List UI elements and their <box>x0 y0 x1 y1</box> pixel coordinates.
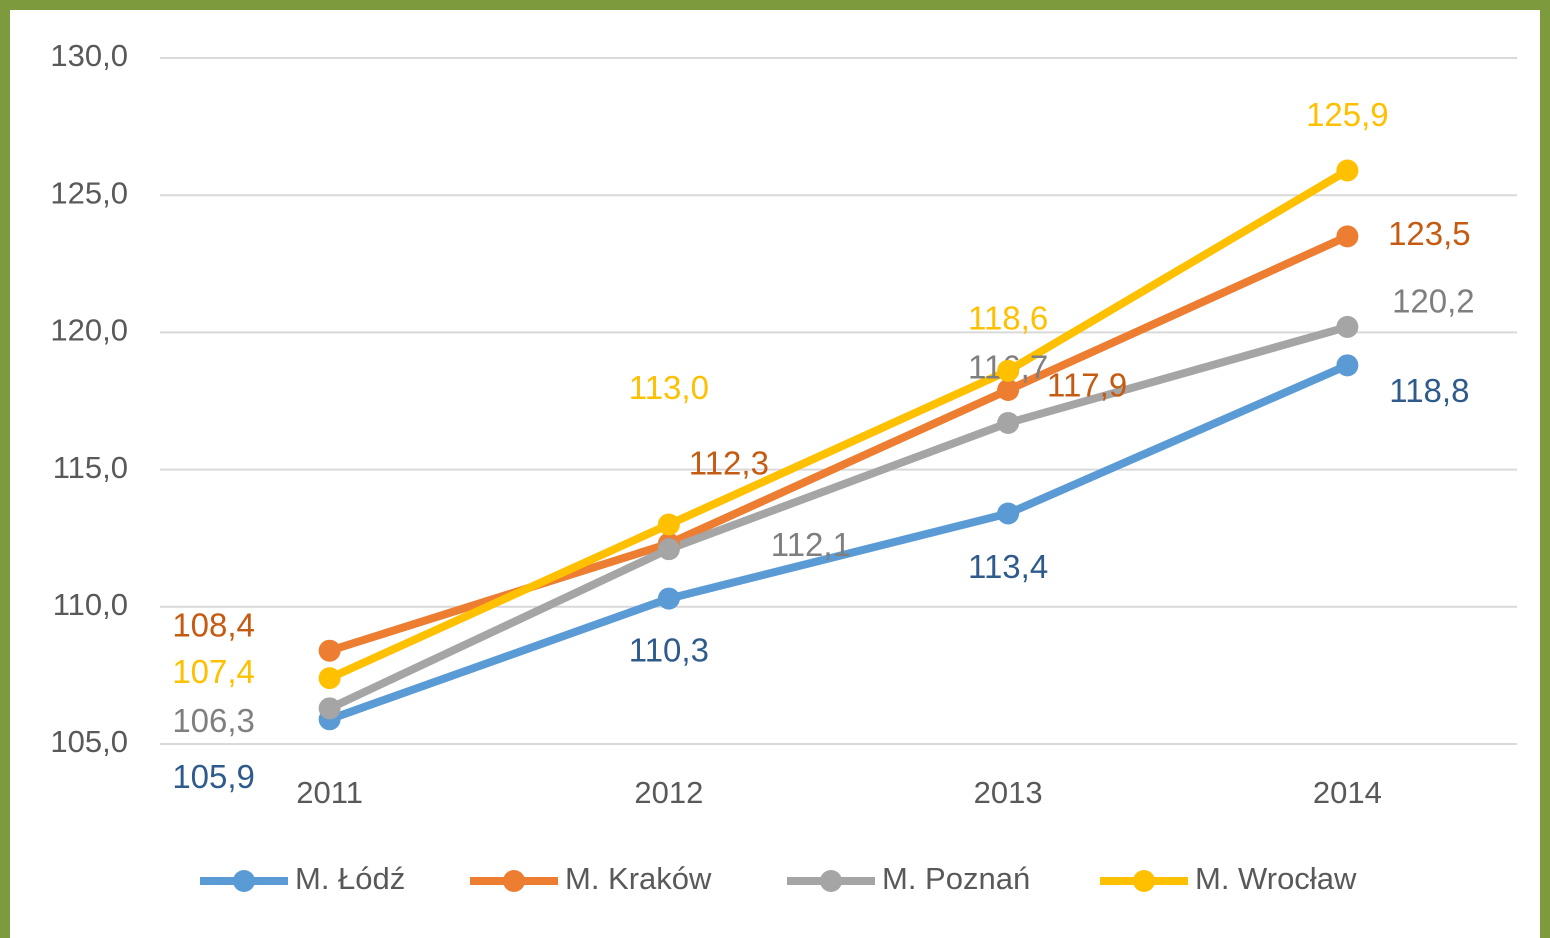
legend-label: M. Łódź <box>295 861 405 896</box>
legend-marker <box>233 870 255 892</box>
legend-marker <box>820 870 842 892</box>
data-point <box>1336 159 1359 182</box>
data-point <box>318 639 341 662</box>
data-label: 107,4 <box>172 653 255 690</box>
series-line <box>327 323 1349 712</box>
data-label: 110,3 <box>629 631 709 668</box>
data-label: 106,3 <box>172 702 255 739</box>
data-label: 118,6 <box>968 300 1048 337</box>
y-tick-label: 110,0 <box>53 587 128 622</box>
data-label: 117,9 <box>1047 367 1127 404</box>
data-point <box>657 513 680 536</box>
series-line <box>328 361 1349 724</box>
legend-label: M. Poznań <box>882 861 1030 896</box>
data-point <box>997 411 1020 434</box>
legend-label: M. Kraków <box>565 861 712 896</box>
data-label: 118,8 <box>1389 372 1469 409</box>
data-label: 108,4 <box>172 606 255 643</box>
y-tick-label: 125,0 <box>50 175 128 210</box>
y-tick-label: 115,0 <box>53 450 128 485</box>
data-point <box>1336 315 1359 338</box>
x-tick-label: 2011 <box>296 775 363 810</box>
data-point <box>318 667 341 690</box>
data-label: 112,3 <box>689 444 769 481</box>
data-label: 113,4 <box>968 548 1048 585</box>
data-point <box>997 359 1020 382</box>
data-label: 113,0 <box>629 369 709 406</box>
legend-label: M. Wrocław <box>1195 861 1357 896</box>
y-tick-label: 105,0 <box>50 724 128 759</box>
data-label: 112,1 <box>771 526 851 563</box>
data-label: 125,9 <box>1306 96 1389 133</box>
x-tick-label: 2013 <box>974 775 1043 810</box>
legend-marker <box>503 870 525 892</box>
data-point <box>318 697 341 720</box>
legend-marker <box>1133 870 1155 892</box>
x-tick-label: 2012 <box>634 775 703 810</box>
data-point <box>997 502 1020 525</box>
x-tick-label: 2014 <box>1313 775 1382 810</box>
data-label: 123,5 <box>1388 215 1471 252</box>
y-tick-label: 120,0 <box>50 313 128 348</box>
data-point <box>997 379 1020 402</box>
y-tick-label: 130,0 <box>50 38 128 73</box>
data-label: 120,2 <box>1392 283 1475 320</box>
data-point <box>657 538 680 561</box>
data-label: 105,9 <box>172 758 255 795</box>
data-point <box>657 587 680 610</box>
series-line <box>327 167 1350 682</box>
data-point <box>1336 354 1359 377</box>
data-point <box>1336 225 1359 248</box>
